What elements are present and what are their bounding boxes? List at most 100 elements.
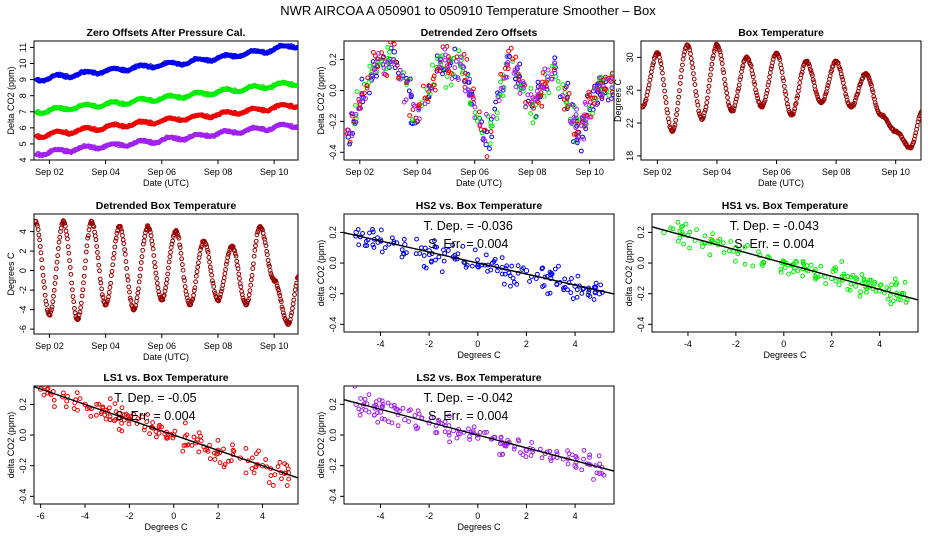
x-tick-label: Sep 08 <box>204 167 233 177</box>
x-tick-label: 4 <box>260 511 265 521</box>
x-tick-label: 2 <box>524 511 529 521</box>
x-tick-label: 0 <box>781 339 786 349</box>
data-point <box>37 386 44 392</box>
x-tick-label: Sep 06 <box>148 341 177 351</box>
x-tick-label: 0 <box>475 339 480 349</box>
data-point <box>596 470 603 477</box>
x-tick-label: Sep 02 <box>35 341 64 351</box>
x-axis-label: Date (UTC) <box>456 178 502 188</box>
y-tick-label: 6 <box>18 125 28 130</box>
plot-title: LS2 vs. Box Temperature <box>416 372 541 384</box>
y-axis-label: delta CO2 (ppm) <box>6 412 16 479</box>
y-tick-label: 18 <box>625 151 635 161</box>
x-tick-label: -4 <box>376 511 384 521</box>
y-tick-label: 10 <box>18 59 28 69</box>
x-tick-label: -2 <box>425 511 433 521</box>
y-axis-label: delta CO2 (ppm) <box>316 412 326 479</box>
x-tick-label: Sep 04 <box>703 167 732 177</box>
y-tick-label: 0.2 <box>328 398 338 411</box>
y-tick-label: -0.4 <box>328 489 338 505</box>
plot-frame <box>343 385 615 505</box>
annotation-std-error: S. Err. = 0.004 <box>115 409 195 423</box>
annotation-dependence: T. Dep. = -0.042 <box>424 391 513 405</box>
x-tick-label: Sep 08 <box>822 167 851 177</box>
plot-title: LS1 vs. Box Temperature <box>103 372 228 384</box>
plot-marks <box>641 41 921 151</box>
annotation-std-error: S. Err. = 0.004 <box>428 237 508 251</box>
data-point <box>237 455 244 461</box>
annotation-dependence: T. Dep. = -0.05 <box>114 391 196 405</box>
y-tick-label: -0.2 <box>328 286 338 302</box>
x-tick-label: 2 <box>524 339 529 349</box>
plot-marks <box>34 42 298 159</box>
chart-ls1-vs-box: LS1 vs. Box Temperature -6 -4 -2 0 2 4 -0.4 -0.2… <box>6 372 299 532</box>
x-axis-label: Degrees C <box>457 522 501 532</box>
plot-title: Detrended Zero Offsets <box>421 27 538 39</box>
y-tick-label: 0.0 <box>328 84 338 97</box>
x-axis-label: Degrees C <box>144 522 188 532</box>
plot-frame <box>33 385 299 505</box>
x-tick-label: Sep 10 <box>260 341 289 351</box>
x-tick-label: 2 <box>829 339 834 349</box>
chart-ls2-vs-box: LS2 vs. Box Temperature -4 -2 0 2 4 -0.4 -0.2 0.… <box>316 372 615 532</box>
y-tick-label: 9 <box>18 77 28 82</box>
data-point <box>523 268 530 274</box>
x-tick-label: Sep 06 <box>460 167 489 177</box>
x-tick-label: Sep 08 <box>204 341 233 351</box>
plot-title: Zero Offsets After Pressure Cal. <box>87 27 246 39</box>
y-tick-label: -0.4 <box>636 317 646 333</box>
plot-title: Detrended Box Temperature <box>96 200 237 212</box>
x-tick-label: Sep 02 <box>346 167 375 177</box>
y-tick-label: -0.2 <box>328 458 338 474</box>
plot-frame <box>33 40 299 161</box>
x-tick-label: -6 <box>37 511 45 521</box>
plot-marks <box>34 218 298 327</box>
plot-frame <box>640 40 922 161</box>
y-tick-label: -0.2 <box>328 114 338 130</box>
plot-title: HS1 vs. Box Temperature <box>722 200 849 212</box>
plot-marks <box>344 41 614 159</box>
y-tick-label: -2 <box>18 286 28 294</box>
x-tick-label: Sep 06 <box>762 167 791 177</box>
chart-detrended-box-temperature: Detrended Box Temperature Sep 02 Sep 04 Sep… <box>6 200 299 362</box>
data-point <box>402 417 408 423</box>
data-point <box>548 455 554 461</box>
y-tick-label: 0.2 <box>636 226 646 239</box>
y-tick-label: 26 <box>625 85 635 95</box>
plot-marks <box>661 219 910 307</box>
plot-title: Box Temperature <box>738 27 824 39</box>
plot-marks <box>352 386 607 482</box>
x-tick-label: 0 <box>475 511 480 521</box>
chart-zero-offsets: Zero Offsets After Pressure Cal. Sep 02 Se… <box>6 27 299 188</box>
plot-frame <box>343 213 615 333</box>
chart-detrended-zero-offsets: Detrended Zero Offsets Sep 02 Sep 04 Sep 06… <box>316 27 615 188</box>
x-tick-label: Sep 10 <box>260 167 289 177</box>
y-tick-label: 0.2 <box>328 53 338 66</box>
y-axis-label: Degrees C <box>613 78 623 122</box>
x-tick-label: -2 <box>425 339 433 349</box>
y-tick-label: 5 <box>18 141 28 146</box>
data-point <box>548 275 554 282</box>
y-tick-label: 30 <box>625 52 635 62</box>
x-tick-label: Sep 04 <box>403 167 432 177</box>
y-tick-label: -0.4 <box>328 317 338 333</box>
annotation-dependence: T. Dep. = -0.036 <box>424 219 513 233</box>
x-tick-label: 4 <box>573 511 578 521</box>
x-tick-label: Sep 02 <box>35 167 64 177</box>
x-tick-label: 4 <box>573 339 578 349</box>
x-tick-label: 0 <box>171 511 176 521</box>
x-tick-label: -2 <box>125 511 133 521</box>
y-tick-label: 0.0 <box>328 257 338 270</box>
x-tick-label: Sep 02 <box>643 167 672 177</box>
y-axis-label: delta CO2 (ppm) <box>624 240 634 307</box>
y-axis-label: delta CO2 (ppm) <box>316 240 326 307</box>
x-tick-label: Sep 10 <box>881 167 910 177</box>
x-tick-label: -4 <box>684 339 692 349</box>
x-axis-label: Degrees C <box>763 350 807 360</box>
y-tick-label: -4 <box>18 306 28 314</box>
y-tick-label: 4 <box>18 229 28 234</box>
data-point <box>391 49 397 55</box>
y-axis-label: Delta CO2 (ppm) <box>6 66 16 134</box>
x-tick-label: Sep 10 <box>575 167 604 177</box>
